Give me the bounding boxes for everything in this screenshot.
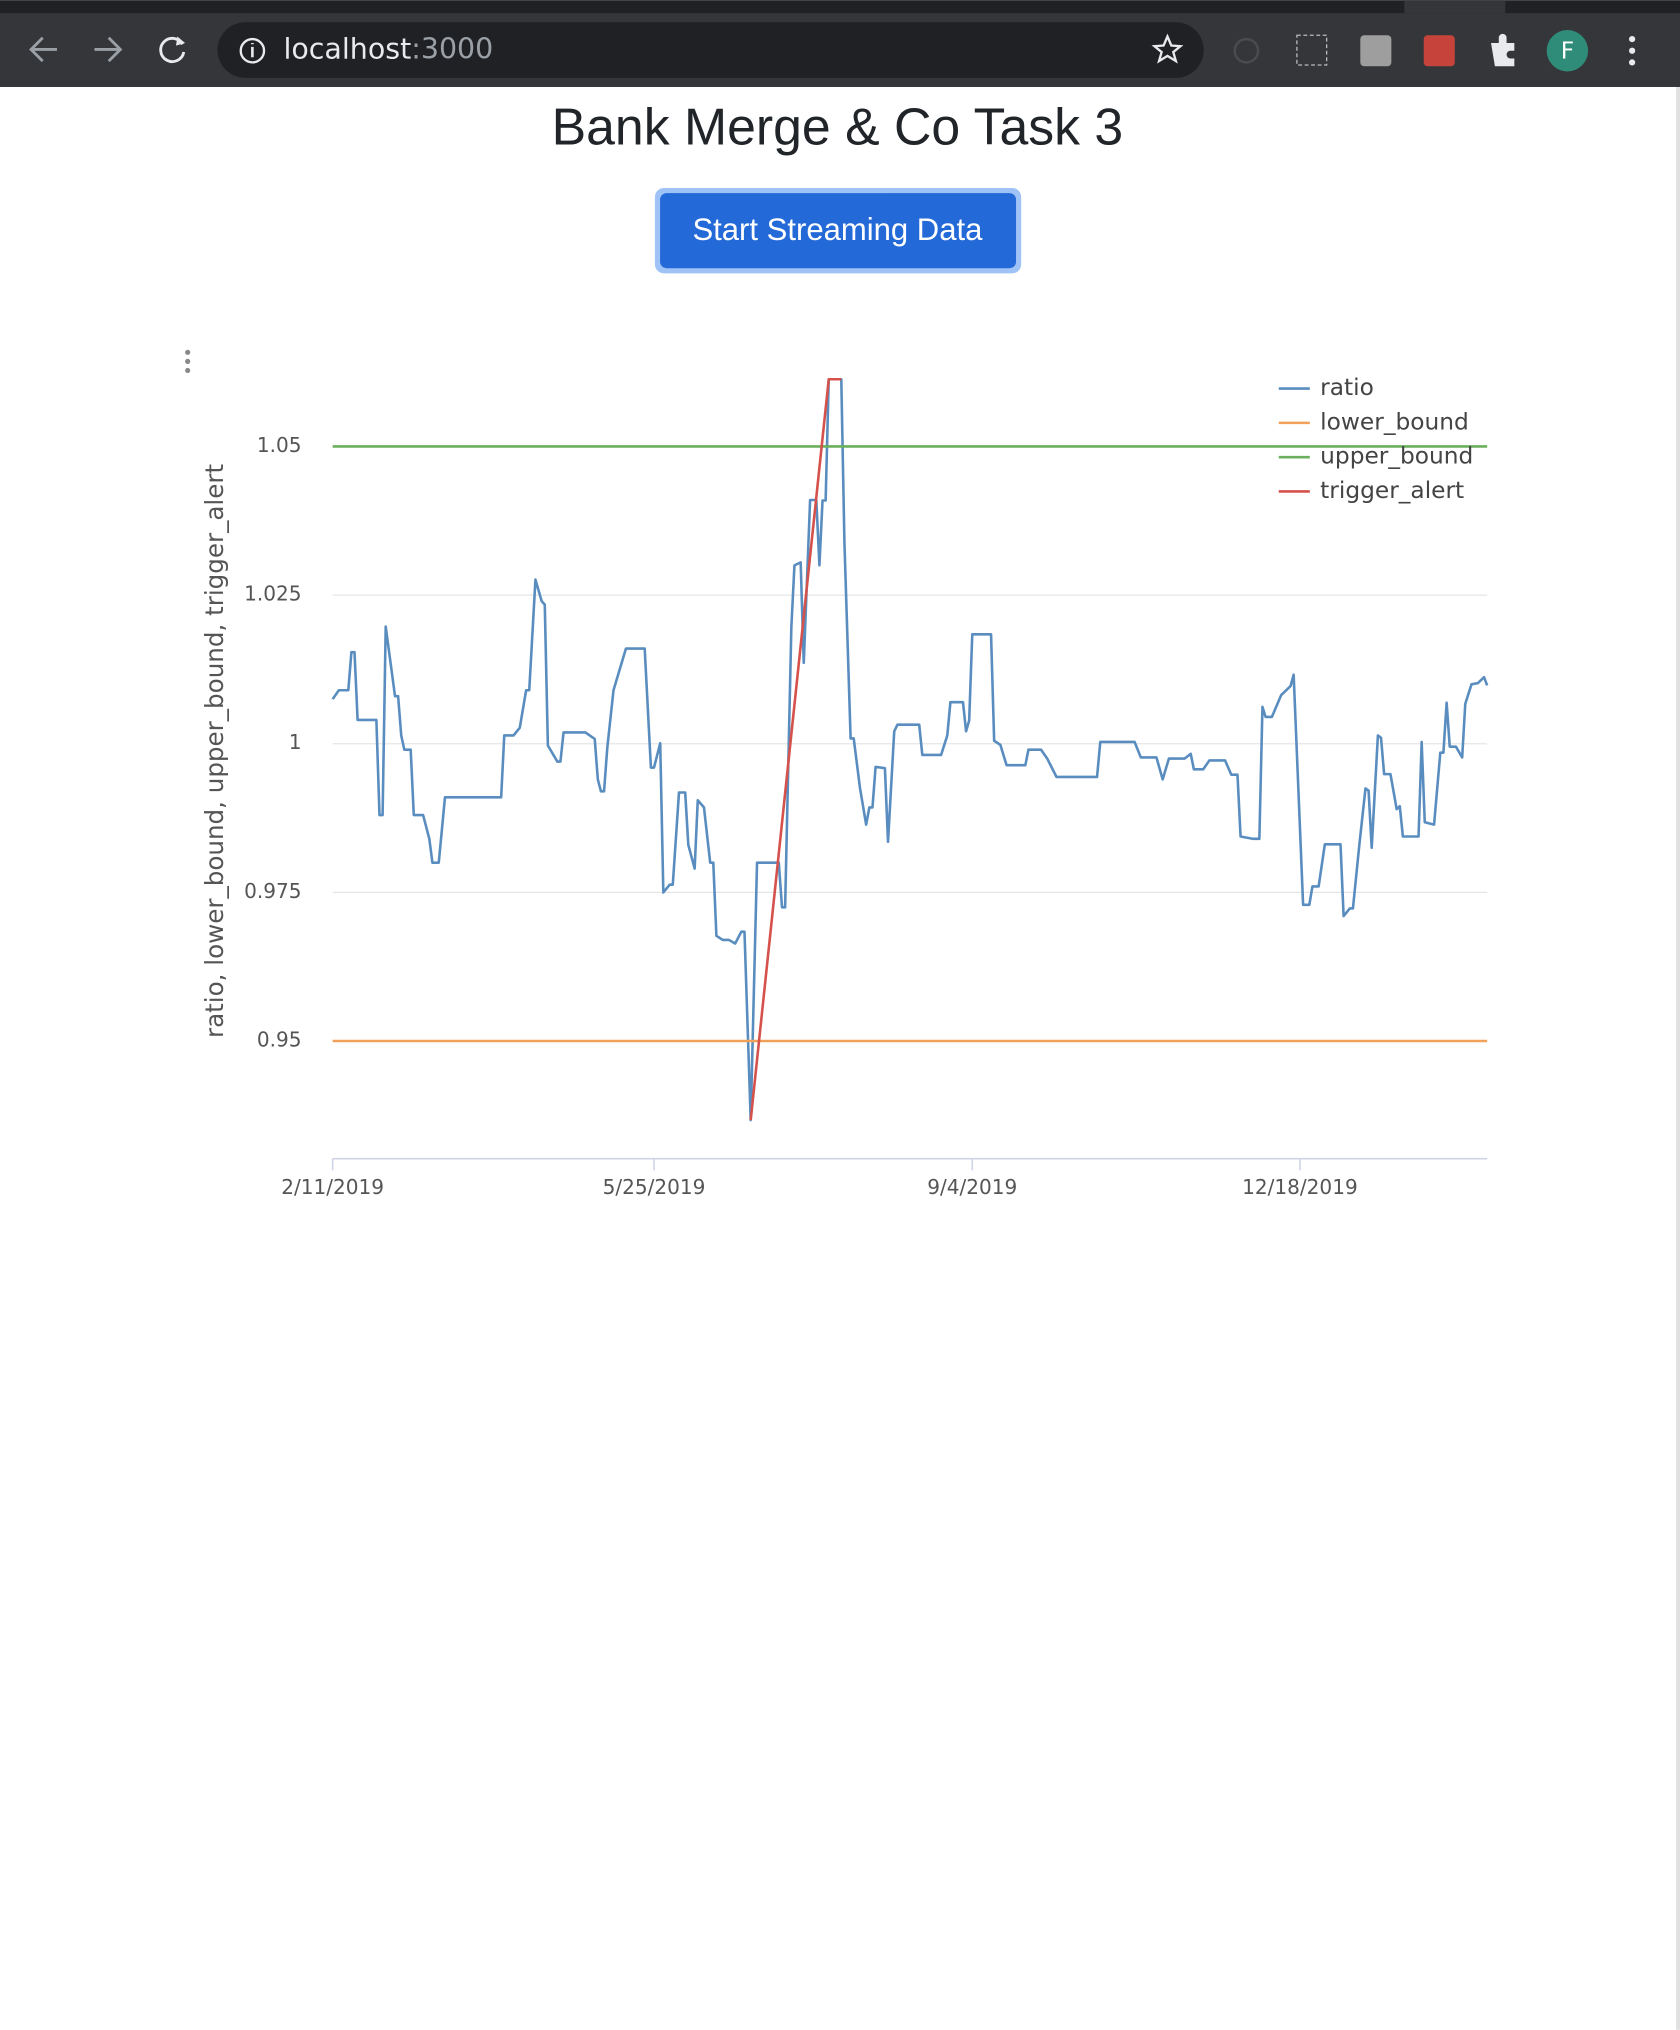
menu-button[interactable]: [1629, 35, 1636, 66]
y-axis-title: ratio, lower_bound, upper_bound, trigger…: [200, 464, 229, 1039]
extension-icon[interactable]: [1423, 35, 1455, 67]
plot: [331, 377, 1489, 1122]
x-tick-label: 2/11/2019: [281, 1175, 384, 1199]
bookmark-star[interactable]: [1151, 33, 1184, 64]
legend-label: lower_bound: [1320, 408, 1469, 435]
extension-icon[interactable]: [1233, 37, 1260, 64]
reload-arrow: [176, 36, 186, 46]
y-tick-label: 0.975: [244, 879, 301, 903]
y-tick-label: 1.05: [257, 433, 302, 457]
legend-label: ratio: [1320, 374, 1374, 401]
y-tick-label: 0.95: [257, 1028, 302, 1052]
address-bar[interactable]: [217, 22, 1204, 78]
profile-letter: F: [1561, 38, 1574, 65]
forward-button[interactable]: [94, 36, 123, 63]
extensions-button[interactable]: [1491, 33, 1515, 67]
y-tick-label: 1.025: [244, 582, 301, 606]
url-host: localhost: [283, 33, 411, 66]
profile-avatar[interactable]: [1546, 30, 1589, 72]
y-tick-label: 1: [289, 730, 302, 754]
x-tick-label: 5/25/2019: [603, 1175, 706, 1199]
page-title: Bank Merge & Co Task 3: [552, 98, 1124, 156]
url: localhost:3000: [283, 33, 493, 66]
legend-label: upper_bound: [1320, 443, 1473, 470]
url-port: :3000: [411, 33, 493, 66]
x-tick-label: 9/4/2019: [927, 1175, 1017, 1199]
series-line: [331, 377, 1489, 1122]
x-tick-label: 12/18/2019: [1242, 1175, 1358, 1199]
tab-strip: [0, 0, 1680, 14]
active-tab[interactable]: [1404, 0, 1506, 14]
stream-button[interactable]: [660, 193, 1017, 269]
reload-button[interactable]: [159, 36, 186, 64]
stream-button-label: Start Streaming Data: [692, 212, 983, 247]
info-icon[interactable]: [239, 37, 266, 64]
chart-menu[interactable]: [185, 349, 191, 374]
back-button[interactable]: [29, 36, 57, 63]
series-line: [749, 377, 842, 1121]
legend: ratio lower_bound upper_bound trigger_alert: [1278, 374, 1473, 504]
extension-icon[interactable]: [1296, 34, 1328, 66]
extension-icon[interactable]: [1360, 35, 1392, 67]
scrollbar-edge: [1676, 86, 1680, 2030]
legend-label: trigger_alert: [1320, 477, 1464, 504]
